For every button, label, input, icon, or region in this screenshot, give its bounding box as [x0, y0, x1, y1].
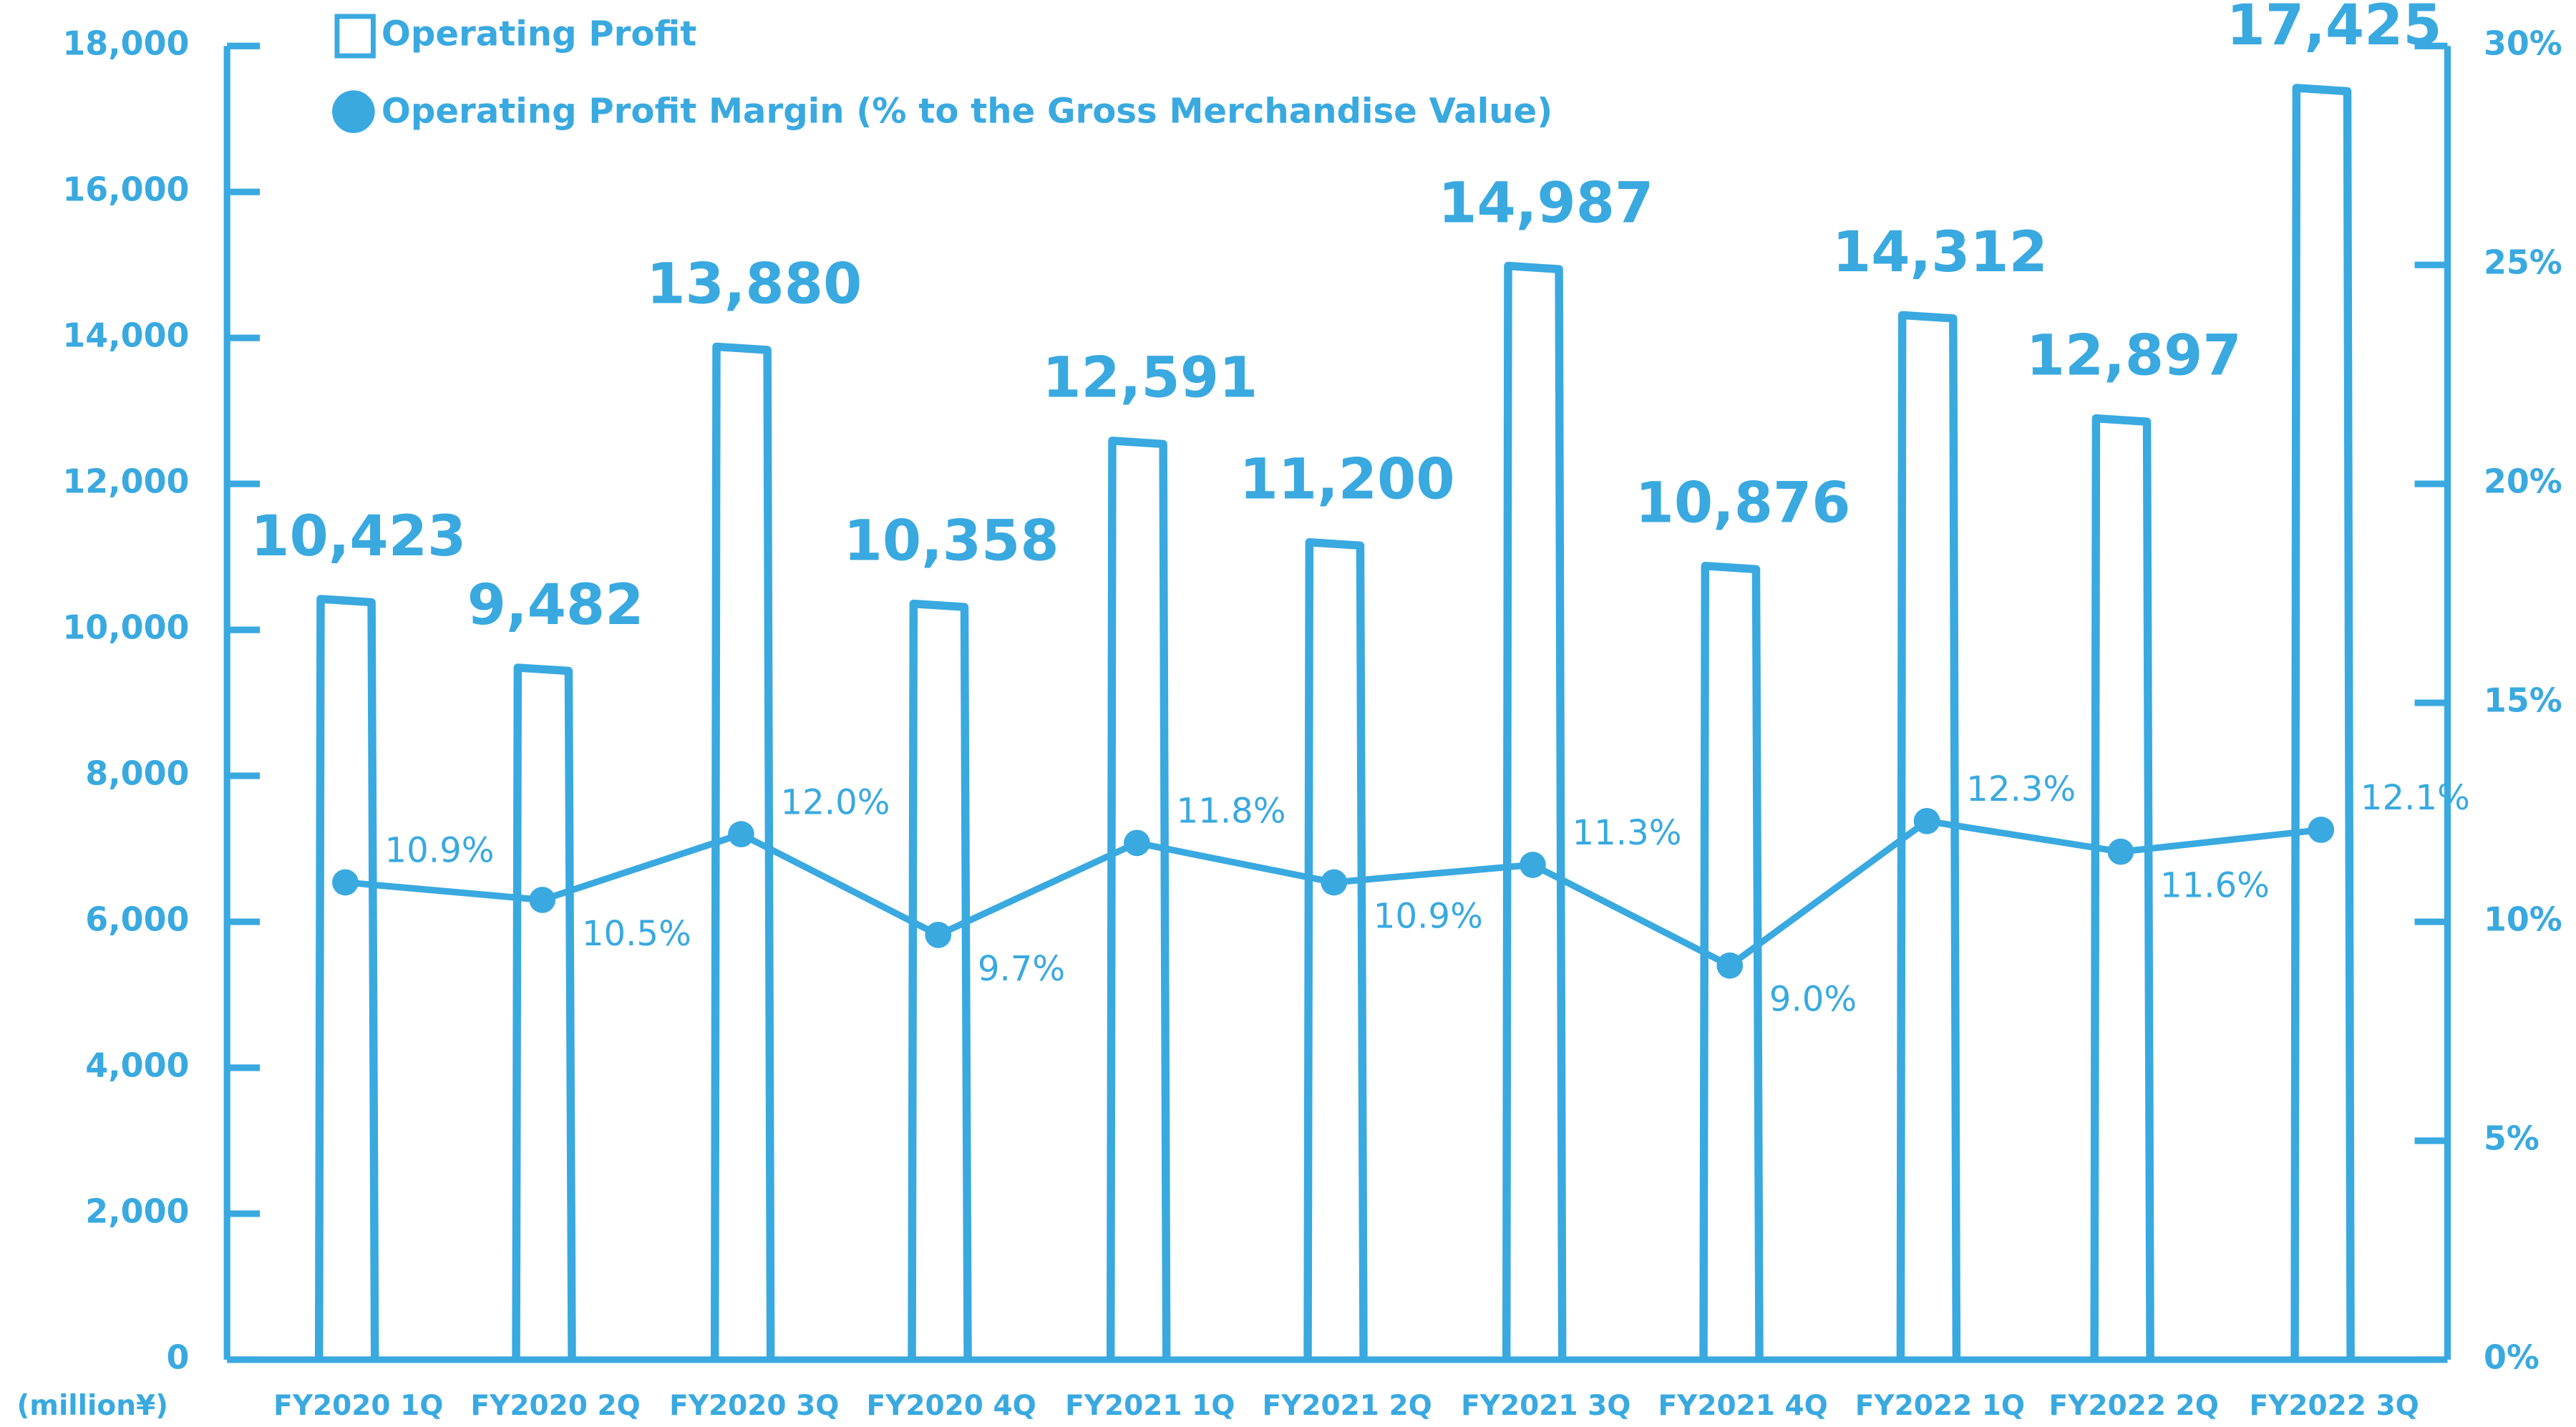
legend-swatch — [337, 16, 373, 56]
margin-label: 11.3% — [1572, 813, 1681, 853]
x-tick-label: FY2021 2Q — [1262, 1390, 1432, 1422]
bar — [2295, 88, 2351, 1360]
margin-label: 9.7% — [978, 949, 1065, 989]
bar — [516, 668, 572, 1360]
legend-label: Operating Profit — [381, 14, 696, 54]
margin-label: 10.5% — [582, 914, 691, 954]
margin-dot — [728, 821, 754, 847]
margin-label: 11.8% — [1176, 792, 1285, 832]
legend-swatch — [332, 90, 375, 133]
bar-value-label: 14,312 — [1832, 220, 2048, 285]
y-tick-label: 8,000 — [85, 754, 189, 793]
bar-value-label: 12,591 — [1042, 346, 1258, 411]
margin-label: 11.6% — [2160, 866, 2270, 906]
bar-value-label: 9,482 — [467, 573, 644, 638]
margin-label: 10.9% — [1374, 896, 1483, 936]
y-tick-label: 2,000 — [85, 1192, 189, 1230]
margin-dot — [2108, 839, 2134, 865]
x-tick-label: FY2022 1Q — [1855, 1390, 2025, 1422]
bar — [912, 604, 968, 1360]
margin-dot — [1124, 830, 1150, 857]
bar-value-label: 11,200 — [1240, 448, 1455, 512]
bar — [715, 346, 771, 1360]
x-tick-label: FY2021 4Q — [1658, 1390, 1827, 1422]
bar-value-label: 14,987 — [1438, 171, 1653, 235]
bar-value-label: 13,880 — [646, 252, 862, 316]
bar — [2094, 419, 2150, 1360]
bar-value-label: 12,897 — [2026, 324, 2242, 389]
y2-tick-label: 25% — [2484, 243, 2562, 282]
x-tick-label: FY2020 1Q — [273, 1390, 443, 1422]
bar — [1308, 542, 1364, 1360]
y-tick-label: 10,000 — [62, 608, 189, 647]
unit-label: (million¥) — [16, 1390, 167, 1422]
y2-tick-label: 10% — [2484, 900, 2562, 939]
bar-value-label: 17,425 — [2227, 0, 2442, 58]
y-tick-label: 14,000 — [62, 316, 189, 355]
margin-label: 12.3% — [1966, 769, 2076, 809]
margin-dot — [529, 887, 555, 913]
margin-label: 10.9% — [384, 831, 494, 871]
margin-dot — [332, 870, 359, 896]
x-tick-label: FY2020 2Q — [470, 1390, 640, 1422]
chart: (million¥) 0 2,000 4,000 6,000 8,000 10,000 12… — [0, 0, 2576, 1427]
y-tick-label: 0 — [166, 1338, 189, 1376]
bar-value-label: 10,423 — [251, 505, 466, 569]
x-tick-label: FY2021 3Q — [1461, 1390, 1630, 1422]
x-tick-label: FY2021 1Q — [1065, 1390, 1235, 1422]
y-tick-label: 12,000 — [62, 462, 189, 501]
y2-tick-label: 5% — [2484, 1119, 2539, 1157]
margin-label: 9.0% — [1769, 980, 1857, 1020]
y-tick-label: 6,000 — [85, 900, 189, 939]
margin-dot — [925, 922, 951, 948]
legend-label: Operating Profit Margin (% to the Gross … — [381, 91, 1552, 131]
margin-label: 12.0% — [780, 782, 890, 822]
margin-dot — [1520, 852, 1546, 878]
margin-dot — [1716, 953, 1743, 979]
y2-tick-label: 20% — [2484, 462, 2562, 501]
x-tick-label: FY2022 3Q — [2250, 1390, 2419, 1422]
y-tick-label: 4,000 — [85, 1046, 189, 1084]
bar-value-label: 10,876 — [1635, 472, 1851, 536]
y-tick-label: 16,000 — [62, 170, 189, 209]
x-tick-label: FY2020 4Q — [866, 1390, 1036, 1422]
y-tick-label: 18,000 — [62, 24, 189, 63]
y2-tick-label: 15% — [2484, 681, 2562, 720]
margin-dot — [1321, 870, 1347, 896]
x-tick-label: FY2020 3Q — [669, 1390, 839, 1422]
x-tick-label: FY2022 2Q — [2049, 1390, 2219, 1422]
bar — [1111, 441, 1167, 1360]
y2-tick-label: 0% — [2484, 1338, 2539, 1376]
bar-value-label: 10,358 — [844, 509, 1059, 573]
bar — [1507, 266, 1562, 1360]
y2-tick-label: 30% — [2484, 24, 2562, 63]
margin-dot — [2308, 817, 2334, 843]
margin-dot — [1914, 808, 1940, 834]
bar — [319, 599, 375, 1360]
margin-label: 12.1% — [2361, 778, 2470, 818]
